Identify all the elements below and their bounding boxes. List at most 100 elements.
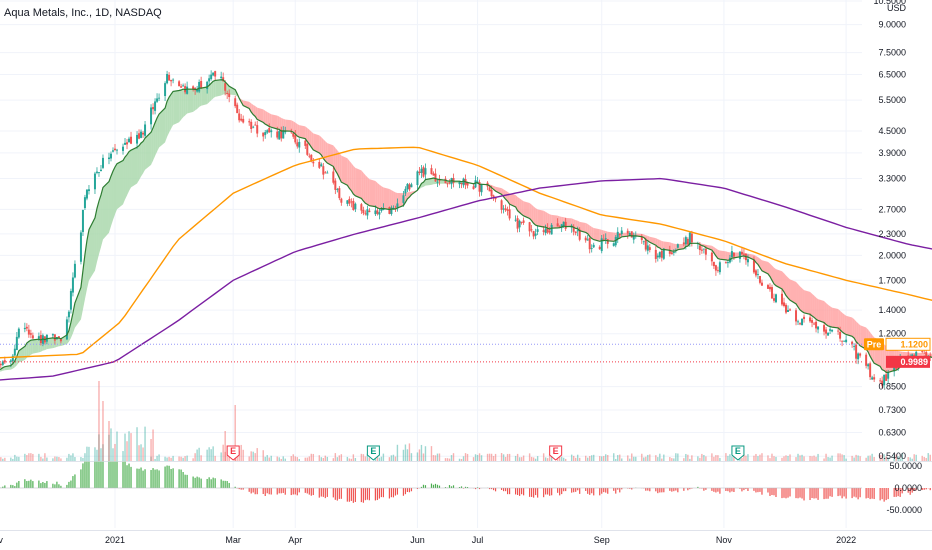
- volume-bar: [406, 449, 409, 461]
- volume-bar: [761, 453, 763, 461]
- volume-bar: [340, 454, 343, 461]
- volume-bar: [701, 453, 703, 461]
- candle-body: [843, 340, 846, 342]
- price-tick-label: 0.6300: [878, 428, 906, 438]
- volume-bar: [843, 455, 845, 461]
- candle: [430, 164, 433, 175]
- earnings-markers[interactable]: EEEEE: [226, 445, 932, 461]
- cloud-segment: [283, 118, 286, 132]
- candle-body: [738, 251, 741, 259]
- candle-body: [716, 269, 719, 271]
- cloud-segment: [828, 304, 831, 327]
- cloud-segment: [96, 201, 99, 262]
- price-tick-label: 3.9000: [878, 148, 906, 158]
- candle-body: [122, 146, 125, 151]
- candle: [366, 205, 369, 220]
- candle-body: [71, 277, 74, 293]
- candle-body: [166, 73, 169, 84]
- candle-body: [238, 113, 241, 121]
- candle-body: [308, 155, 311, 157]
- volume-bar: [711, 453, 713, 461]
- cloud-segment: [159, 107, 166, 148]
- volume-bar: [382, 453, 385, 461]
- earnings-marker-2[interactable]: E: [549, 445, 563, 461]
- volume-bar: [390, 455, 393, 461]
- candle-body: [704, 248, 707, 255]
- candle: [93, 171, 96, 194]
- earnings-marker-3[interactable]: E: [731, 445, 745, 461]
- candle-body: [576, 230, 579, 232]
- cloud-segment: [311, 131, 314, 150]
- cloud-segment: [431, 177, 434, 185]
- cloud-segment: [543, 210, 546, 228]
- earnings-marker-0[interactable]: E: [226, 445, 240, 461]
- volume-bar: [613, 453, 615, 461]
- candle: [136, 131, 139, 149]
- cloud-segment: [747, 253, 754, 260]
- earnings-marker-1[interactable]: E: [366, 445, 380, 461]
- candle: [550, 223, 553, 235]
- candle-body: [334, 180, 337, 190]
- candle-body: [758, 275, 761, 283]
- candle-body: [396, 203, 399, 209]
- candle-body: [518, 220, 521, 228]
- candle: [592, 242, 595, 248]
- volume-bar: [587, 457, 589, 461]
- candle-body: [222, 77, 225, 82]
- candle-body: [528, 222, 531, 232]
- candle-body: [1, 361, 4, 365]
- cloud-segment: [110, 171, 113, 227]
- volume-bar: [522, 455, 525, 461]
- cloud-segment: [383, 187, 390, 210]
- candle: [128, 136, 131, 143]
- cloud-segment: [179, 89, 182, 123]
- candle: [831, 329, 834, 333]
- volume-bar: [929, 454, 931, 461]
- cloud-segment: [659, 239, 662, 250]
- candle-body: [604, 238, 607, 239]
- candle-body: [915, 351, 918, 358]
- volume-bar: [100, 448, 102, 461]
- cloud-segment: [786, 275, 789, 299]
- volume-bar: [885, 456, 887, 461]
- candle-body: [107, 157, 110, 160]
- candle: [109, 151, 112, 162]
- candle: [450, 177, 453, 189]
- volume-bar: [84, 453, 86, 461]
- volume-bar: [346, 456, 349, 461]
- candle-body: [368, 210, 371, 213]
- cloud-segment: [102, 181, 109, 240]
- cloud-segment: [495, 186, 502, 195]
- volume-bar: [739, 458, 741, 461]
- volume-bar: [897, 456, 899, 461]
- volume-bar: [741, 458, 743, 461]
- candle: [79, 230, 82, 265]
- cloud-segment: [593, 227, 600, 242]
- candle: [682, 237, 685, 247]
- candle-body: [732, 252, 735, 257]
- candle: [242, 115, 245, 124]
- cloud-segment: [832, 307, 839, 328]
- volume-bar: [591, 455, 593, 461]
- candle-body: [815, 321, 818, 329]
- candle: [572, 224, 575, 236]
- volume-bar: [500, 453, 503, 461]
- candle: [434, 168, 437, 182]
- cloud-segment: [535, 208, 538, 226]
- volume-bar: [184, 456, 186, 461]
- cloud-segment: [353, 165, 356, 196]
- cloud-segment: [108, 176, 111, 233]
- volume-bar: [811, 456, 813, 461]
- cloud-segment: [705, 244, 712, 251]
- volume-spike: [98, 381, 100, 461]
- candle-body: [99, 169, 102, 172]
- candle: [460, 182, 463, 189]
- candle: [308, 153, 311, 159]
- candle: [0, 362, 2, 369]
- candle-body: [290, 131, 293, 133]
- cloud-segment: [365, 175, 368, 205]
- volume-bar: [516, 453, 519, 461]
- volume-bars: [0, 381, 931, 461]
- volume-bar: [18, 456, 20, 461]
